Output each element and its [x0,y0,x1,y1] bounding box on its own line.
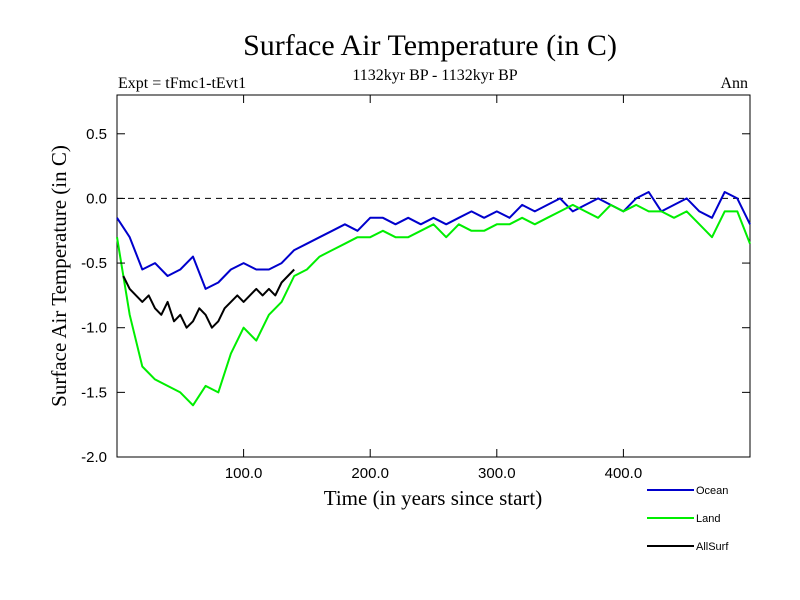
series-line-ocean [116,191,751,290]
legend-label-allsurf: AllSurf [696,541,729,553]
x-tick-label: 100.0 [225,465,263,482]
series-line-allsurf [122,268,295,329]
plot-frame [116,94,751,458]
y-axis-label: Surface Air Temperature (in C) [47,145,71,407]
legend-label-ocean: Ocean [696,485,728,497]
x-axis-label: Time (in years since start) [324,486,543,510]
x-tick-label: 300.0 [478,465,516,482]
y-tick-label: 0.0 [86,190,107,207]
ticks-layer: 100.0 200.0 300.0 400.0 0.5 0.0 -0.5 -1.0 -1.5 -2… [81,95,750,482]
y-tick-label: -1.5 [81,384,107,401]
legend: Ocean Land AllSurf [647,485,729,553]
x-tick-label: 400.0 [605,465,643,482]
series-layer [116,191,751,407]
y-tick-label: -0.5 [81,255,107,272]
y-tick-label: -2.0 [81,449,107,466]
chart-subtitle: 1132kyr BP - 1132kyr BP [352,67,517,84]
experiment-label: Expt = tFmc1-tEvt1 [118,75,246,92]
x-tick-label: 200.0 [351,465,389,482]
chart-title: Surface Air Temperature (in C) [243,29,617,62]
season-label: Ann [720,75,748,92]
series-line-land [116,203,751,407]
y-tick-label: -1.0 [81,320,107,337]
y-tick-label: 0.5 [86,126,107,143]
legend-label-land: Land [696,513,720,525]
